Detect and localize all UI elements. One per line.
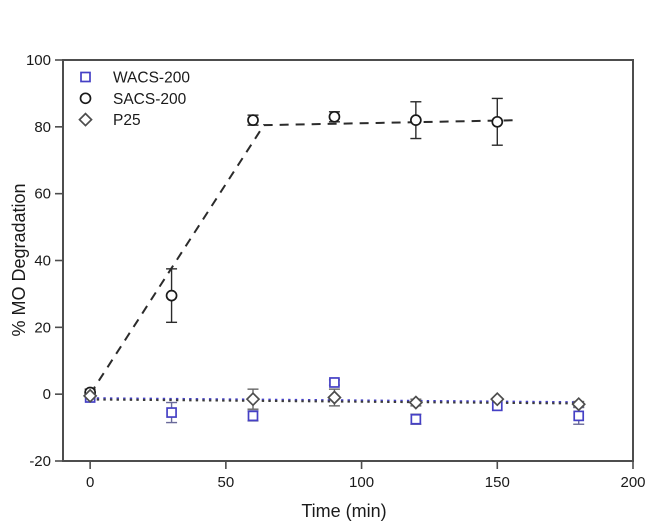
data-point-p25 — [327, 390, 342, 405]
data-point-wacs-200 — [410, 413, 422, 425]
y-tick-label: -20 — [29, 453, 51, 470]
data-point-sacs-200 — [165, 289, 178, 302]
plot-frame — [62, 59, 634, 462]
data-point-p25 — [571, 396, 586, 412]
legend-marker-p25 — [78, 112, 93, 127]
data-point-sacs-200 — [410, 114, 422, 127]
data-point-sacs-200 — [247, 114, 259, 127]
x-tick-label: 150 — [485, 474, 510, 491]
x-tick-label: 0 — [86, 474, 94, 491]
data-point-wacs-200 — [329, 377, 340, 388]
data-point-wacs-200 — [573, 410, 585, 422]
data-point-p25 — [490, 391, 505, 407]
data-point-p25 — [82, 388, 98, 404]
y-tick-label: 60 — [34, 186, 51, 203]
x-tick-label: 100 — [349, 474, 374, 491]
x-tick-label: 50 — [218, 474, 235, 491]
legend-label-wacs-200: WACS-200 — [113, 70, 190, 87]
data-point-p25 — [245, 391, 261, 407]
data-point-wacs-200 — [247, 410, 259, 422]
y-tick-label: 20 — [34, 319, 51, 336]
legend-marker-sacs-200 — [79, 92, 92, 105]
y-axis-title: % MO Degradation — [9, 183, 29, 336]
y-tick-label: 80 — [34, 119, 51, 136]
legend-label-p25: P25 — [113, 112, 141, 129]
legend-marker-wacs-200 — [80, 71, 91, 83]
x-tick-label: 200 — [620, 474, 645, 491]
legend-label-sacs-200: SACS-200 — [113, 91, 187, 108]
data-point-p25 — [408, 395, 424, 410]
y-tick-label: 100 — [26, 52, 51, 69]
y-tick-label: 0 — [43, 386, 51, 403]
y-tick-label: 40 — [34, 253, 51, 270]
data-point-sacs-200 — [328, 110, 341, 123]
fit-line-sacs-200 — [89, 119, 520, 395]
data-point-wacs-200 — [166, 407, 177, 418]
data-point-sacs-200 — [491, 115, 504, 128]
x-axis-title: Time (min) — [301, 501, 386, 521]
